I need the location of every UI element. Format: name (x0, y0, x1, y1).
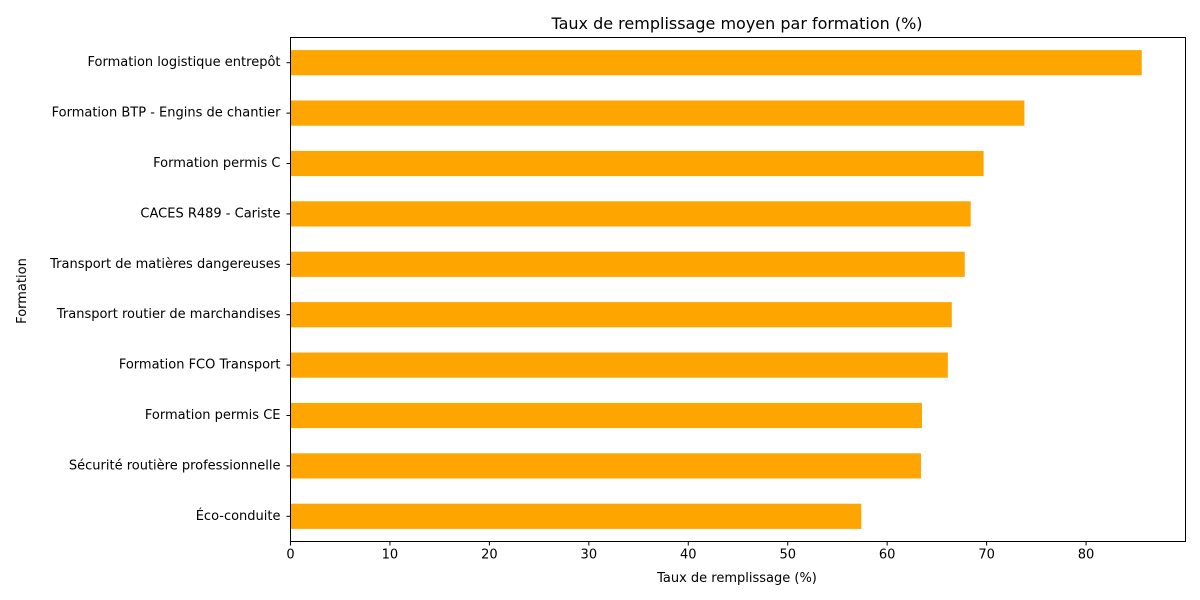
bar (290, 201, 971, 227)
x-axis-label: Taux de remplissage (%) (656, 571, 817, 586)
y-tick-label: Transport de matières dangereuses (49, 257, 281, 272)
bar (290, 503, 862, 529)
bar (290, 251, 965, 277)
bars-group (290, 50, 1142, 529)
x-tick-label: 30 (581, 548, 598, 563)
y-tick-label: Formation BTP - Engins de chantier (52, 106, 282, 121)
x-axis-ticks: 0 10 20 30 40 50 60 70 80 (286, 541, 1095, 563)
y-axis-label: Formation (15, 258, 30, 324)
y-tick-label: Formation logistique entrepôt (88, 55, 281, 70)
x-tick-label: 10 (382, 548, 399, 563)
y-tick-label: Éco-conduite (196, 508, 281, 524)
y-tick-label: Formation FCO Transport (119, 358, 281, 373)
y-axis-ticks: Éco-conduite Sécurité routière profession… (49, 55, 291, 524)
bar (290, 453, 921, 479)
y-tick-label: Formation permis CE (145, 408, 281, 423)
x-tick-label: 0 (286, 548, 294, 563)
y-tick-label: CACES R489 - Cariste (140, 206, 280, 221)
x-tick-label: 80 (1078, 548, 1095, 563)
x-tick-label: 50 (779, 548, 796, 563)
x-tick-label: 40 (680, 548, 697, 563)
bar (290, 150, 984, 177)
chart-title: Taux de remplissage moyen par formation … (550, 14, 922, 33)
x-tick-label: 20 (481, 548, 498, 563)
y-tick-label: Sécurité routière professionnelle (69, 458, 281, 473)
y-tick-label: Transport routier de marchandises (56, 307, 281, 322)
bar (290, 402, 922, 429)
y-tick-label: Formation permis C (153, 156, 280, 171)
plot-frame (290, 37, 1186, 542)
bar (290, 352, 948, 378)
bar (290, 50, 1142, 76)
x-tick-label: 60 (879, 548, 896, 563)
bar (290, 100, 1025, 126)
x-tick-label: 70 (978, 548, 995, 563)
bar (290, 302, 952, 328)
